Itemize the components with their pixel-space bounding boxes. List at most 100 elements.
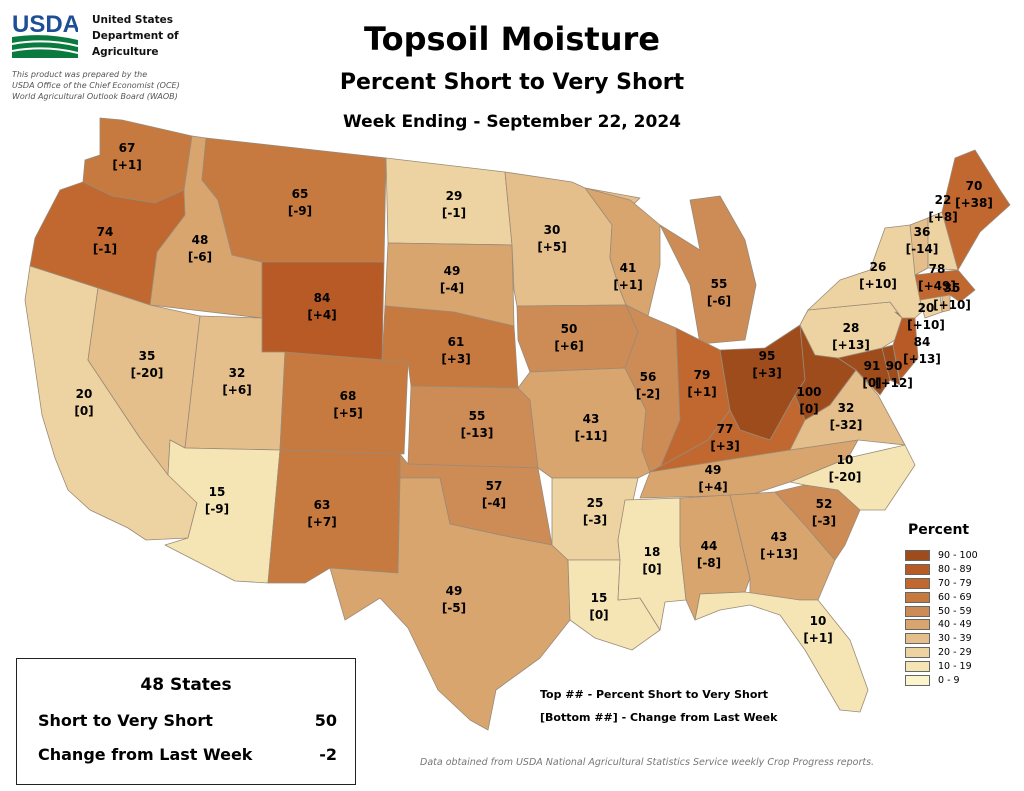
agency-name-line: Agriculture xyxy=(92,46,159,58)
legend-label: 40 - 49 xyxy=(938,619,972,631)
legend-swatch xyxy=(905,646,930,658)
state-change-wy: [+4] xyxy=(307,308,336,322)
state-me xyxy=(941,149,1011,271)
legend-title: Percent xyxy=(908,522,970,538)
state-change-ia: [+6] xyxy=(554,339,583,353)
state-value-il: 56 xyxy=(640,370,657,384)
legend-item: 90 - 100 xyxy=(905,549,978,563)
summary-box: 48 States Short to Very Short 50 Change … xyxy=(16,658,356,785)
state-value-wi: 41 xyxy=(620,261,637,275)
state-value-vt: 36 xyxy=(914,225,931,239)
state-mt xyxy=(201,137,387,263)
map-subtitle: Percent Short to Very Short xyxy=(339,70,685,95)
state-change-ct: [+10] xyxy=(907,318,945,332)
state-value-oh: 95 xyxy=(759,349,776,363)
state-labels: 67 [+1] 74 [-1] 20 [0] 48 [-6] 35 [-20] 65 [-9] 84 [+… xyxy=(74,141,993,645)
state-de xyxy=(881,344,901,386)
state-value-ky: 77 xyxy=(717,422,734,436)
state-mi xyxy=(659,195,757,345)
product-note-line: World Agricultural Outlook Board (WAOB) xyxy=(12,92,178,101)
state-change-ne: [+3] xyxy=(441,352,470,366)
state-change-tn: [+4] xyxy=(698,480,727,494)
legend-label: 60 - 69 xyxy=(938,591,972,603)
state-change-ut: [+6] xyxy=(222,383,251,397)
state-change-il: [-2] xyxy=(636,387,660,401)
legend-item: 70 - 79 xyxy=(905,577,978,591)
state-value-la: 15 xyxy=(591,591,608,605)
state-change-mn: [+5] xyxy=(537,240,566,254)
state-value-wa: 67 xyxy=(119,141,136,155)
usda-logo-text: USDA xyxy=(12,11,78,38)
state-value-co: 68 xyxy=(340,389,357,403)
summary-value: 50 xyxy=(314,711,337,730)
data-source: Data obtained from USDA National Agricul… xyxy=(420,757,875,768)
state-value-ok: 57 xyxy=(486,479,503,493)
state-change-nc: [-20] xyxy=(829,470,862,484)
legend-rows: 90 - 100 80 - 89 70 - 79 60 - 69 50 - 59 40 -… xyxy=(905,549,978,687)
state-value-ny: 26 xyxy=(870,260,887,274)
state-change-mo: [-11] xyxy=(575,429,608,443)
map-title: Topsoil Moisture xyxy=(364,20,660,58)
state-change-ky: [+3] xyxy=(710,439,739,453)
state-change-de: [+12] xyxy=(875,376,913,390)
state-change-al: [-8] xyxy=(697,556,721,570)
state-change-mt: [-9] xyxy=(288,204,312,218)
usda-logo-field xyxy=(12,35,78,58)
state-value-mo: 43 xyxy=(583,412,600,426)
product-note: This product was prepared by the USDA Of… xyxy=(12,69,212,102)
state-change-ca: [0] xyxy=(74,404,93,418)
state-change-vt: [-14] xyxy=(906,242,939,256)
state-value-de: 90 xyxy=(886,359,903,373)
state-change-la: [0] xyxy=(589,608,608,622)
state-value-md: 91 xyxy=(864,359,881,373)
state-change-sd: [-4] xyxy=(440,281,464,295)
legend-swatch xyxy=(905,619,930,631)
legend-label: 30 - 39 xyxy=(938,633,972,645)
state-change-ny: [+10] xyxy=(859,277,897,291)
state-change-pa: [+13] xyxy=(832,338,870,352)
state-change-nv: [-20] xyxy=(131,366,164,380)
key-note-bottom: [Bottom ##] - Change from Last Week xyxy=(540,711,778,724)
state-value-ks: 55 xyxy=(469,409,486,423)
legend-swatch xyxy=(905,633,930,645)
state-change-md: [0] xyxy=(862,376,881,390)
summary-label: Short to Very Short xyxy=(38,711,213,730)
state-value-ar: 25 xyxy=(587,496,604,510)
legend-label: 20 - 29 xyxy=(938,646,972,658)
state-change-nd: [-1] xyxy=(442,206,466,220)
state-change-nh: [+8] xyxy=(928,210,957,224)
state-change-ok: [-4] xyxy=(482,496,506,510)
state-change-mi: [-6] xyxy=(707,294,731,308)
state-change-ga: [+13] xyxy=(760,547,798,561)
state-nc xyxy=(789,444,916,511)
state-change-ma: [+49] xyxy=(918,279,956,293)
state-value-ms: 18 xyxy=(644,545,661,559)
state-value-sc: 52 xyxy=(816,497,833,511)
state-change-ms: [0] xyxy=(642,562,661,576)
state-value-tn: 49 xyxy=(705,463,722,477)
summary-row-change: Change from Last Week -2 xyxy=(38,745,337,764)
legend-swatch xyxy=(905,591,930,603)
legend-item: 10 - 19 xyxy=(905,659,978,673)
legend-swatch xyxy=(905,564,930,576)
state-value-az: 15 xyxy=(209,485,226,499)
state-value-fl: 10 xyxy=(810,614,827,628)
state-change-az: [-9] xyxy=(205,502,229,516)
summary-row-short: Short to Very Short 50 xyxy=(38,711,337,730)
state-value-tx: 49 xyxy=(446,584,463,598)
state-change-wi: [+1] xyxy=(613,278,642,292)
legend-item: 40 - 49 xyxy=(905,618,978,632)
state-shapes xyxy=(24,117,1011,731)
legend-swatch xyxy=(905,660,930,672)
legend-label: 80 - 89 xyxy=(938,564,972,576)
legend-label: 0 - 9 xyxy=(938,674,960,686)
summary-title: 48 States xyxy=(140,675,232,695)
state-tx xyxy=(329,477,571,731)
legend-item: 80 - 89 xyxy=(905,563,978,577)
state-change-sc: [-3] xyxy=(812,514,836,528)
legend-item: 60 - 69 xyxy=(905,590,978,604)
state-value-ca: 20 xyxy=(76,387,93,401)
state-value-ut: 32 xyxy=(229,366,246,380)
product-note-line: This product was prepared by the xyxy=(12,70,148,79)
legend-label: 50 - 59 xyxy=(938,605,972,617)
